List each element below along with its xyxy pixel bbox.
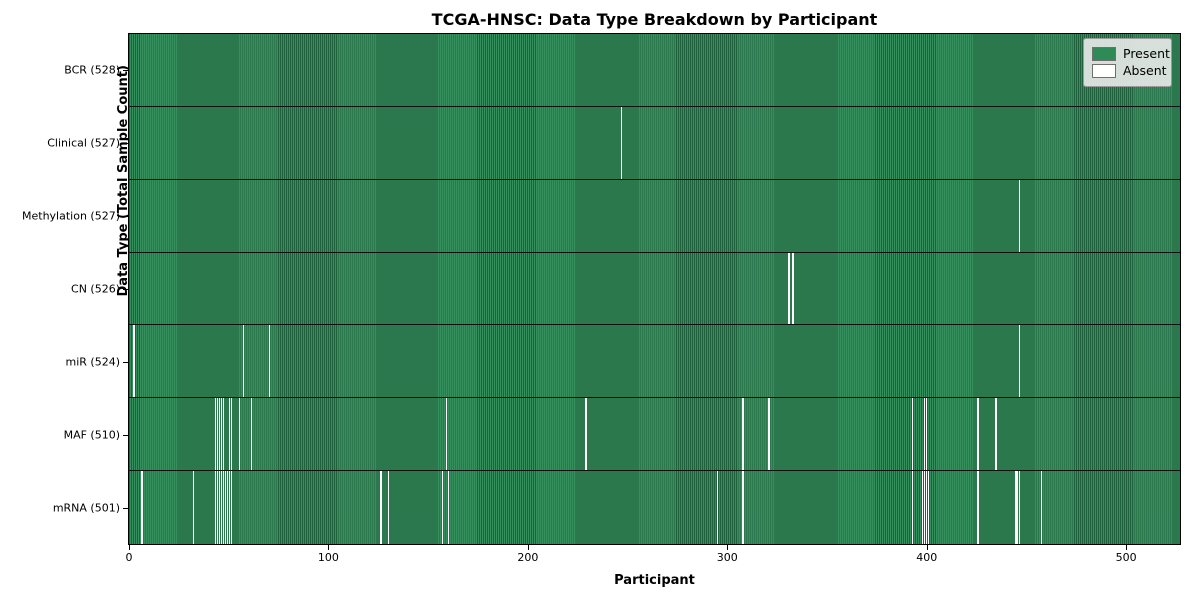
absent-stripe [977,471,979,544]
absent-stripe [388,471,390,544]
heatmap-row-MAF [129,398,1180,472]
x-tick-mark [328,545,330,550]
absent-stripe [1019,325,1021,398]
absent-stripe [788,252,790,325]
absent-stripe [268,325,271,398]
legend-label-absent: Absent [1123,63,1167,79]
absent-stripe [222,398,225,471]
absent-stripe [230,471,233,544]
y-tick-mark [123,143,128,145]
x-tick-label-0: 0 [125,551,133,564]
absent-stripe [911,471,913,544]
absent-stripe [238,398,241,471]
absent-stripe [218,471,221,544]
absent-stripe [192,471,195,544]
absent-stripe [220,398,223,471]
heatmap-row-miR [129,325,1180,399]
x-tick-mark [727,545,729,550]
y-tick-mark [123,361,128,363]
absent-stripe [1019,179,1021,252]
absent-stripe [742,398,744,471]
absent-stripe [224,471,227,544]
x-tick-label-400: 400 [916,551,938,564]
absent-stripe [228,398,231,471]
absent-stripe [230,398,233,471]
heatmap-row-Clinical [129,106,1180,180]
x-tick-mark [128,545,130,550]
absent-stripe [216,398,219,471]
absent-stripe [445,398,448,471]
absent-stripe [216,471,219,544]
y-tick-label-MAF: MAF (510) [63,428,120,442]
absent-stripe [923,471,925,544]
absent-stripe [380,471,382,544]
absent-stripe [226,471,229,544]
x-tick-label-300: 300 [716,551,738,564]
absent-stripe [925,398,927,471]
absent-stripe [1019,471,1021,544]
y-tick-mark [123,216,128,218]
absent-stripe [923,398,925,471]
absent-stripe [792,252,794,325]
legend: Present Absent [1083,38,1172,87]
absent-stripe [925,471,927,544]
absent-stripe [768,398,770,471]
absent-stripe [921,471,923,544]
y-tick-mark [123,507,128,509]
absent-stripe [977,398,979,471]
y-tick-label-CN: CN (526) [71,282,120,296]
absent-stripe [222,471,225,544]
absent-stripe [133,325,135,398]
y-tick-label-Methylation: Methylation (527) [22,209,120,223]
absent-stripe [228,471,231,544]
legend-item-present: Present [1092,47,1170,61]
absent-stripe [441,471,444,544]
present-swatch [1092,47,1116,61]
y-tick-label-miR: miR (524) [65,355,121,369]
absent-stripe [620,106,623,179]
absent-stripe [1015,471,1017,544]
heatmap-row-Methylation [129,179,1180,253]
x-tick-label-100: 100 [317,551,339,564]
absent-stripe [242,325,245,398]
y-tick-mark [123,434,128,436]
absent-stripe [220,471,223,544]
absent-stripe [1040,471,1043,544]
absent-stripe [214,398,217,471]
absent-stripe [716,471,718,544]
absent-stripe [911,398,913,471]
absent-stripe [447,471,450,544]
absent-stripe [250,398,253,471]
x-tick-mark [926,545,928,550]
x-axis-label: Participant [614,573,695,588]
absent-stripe [214,471,217,544]
absent-stripe [141,471,143,544]
chart-title: TCGA-HNSC: Data Type Breakdown by Partic… [431,10,878,29]
heatmap-row-mRNA [129,471,1180,544]
y-tick-label-Clinical: Clinical (527) [47,136,120,150]
x-tick-mark [527,545,529,550]
absent-stripe [995,398,997,471]
x-tick-mark [1126,545,1128,550]
heatmap-row-CN [129,252,1180,326]
absent-stripe [742,471,744,544]
heatmap-row-BCR [129,34,1180,107]
x-tick-label-200: 200 [517,551,539,564]
absent-stripe [218,398,221,471]
absent-stripe [1017,471,1019,544]
y-tick-mark [123,289,128,290]
absent-swatch [1092,64,1116,78]
x-tick-label-500: 500 [1115,551,1137,564]
y-tick-label-BCR: BCR (528) [64,63,120,77]
absent-stripe [585,398,587,471]
legend-item-absent: Absent [1092,64,1167,78]
y-tick-mark [123,70,128,72]
y-tick-label-mRNA: mRNA (501) [52,501,120,515]
legend-label-present: Present [1123,46,1170,62]
plot-area [128,33,1181,545]
absent-stripe [927,471,929,544]
